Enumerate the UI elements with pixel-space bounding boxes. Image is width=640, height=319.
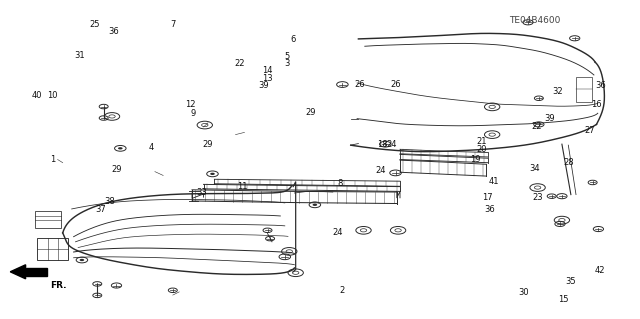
Text: 24: 24 [376, 166, 386, 175]
Circle shape [79, 259, 84, 261]
Text: 26: 26 [390, 80, 401, 89]
Text: 23: 23 [532, 193, 543, 202]
Text: 24: 24 [333, 228, 343, 237]
Text: TE04B4600: TE04B4600 [509, 16, 560, 25]
Text: 10: 10 [47, 91, 58, 100]
Text: 18: 18 [378, 140, 388, 149]
Text: FR.: FR. [50, 281, 67, 290]
Text: 30: 30 [518, 288, 529, 297]
Text: 1: 1 [50, 155, 55, 164]
Text: 34: 34 [529, 164, 540, 173]
Text: 7: 7 [170, 20, 175, 29]
Text: 36: 36 [595, 81, 605, 90]
Text: 22: 22 [531, 122, 541, 131]
Text: 36: 36 [484, 205, 495, 214]
Circle shape [118, 147, 123, 150]
Text: 4: 4 [149, 143, 154, 152]
Text: 28: 28 [563, 158, 573, 167]
Text: 26: 26 [355, 80, 365, 89]
Text: 37: 37 [96, 205, 106, 214]
Text: 39: 39 [259, 81, 269, 90]
Text: 25: 25 [90, 20, 100, 29]
Text: 14: 14 [262, 66, 273, 75]
Text: 29: 29 [111, 165, 122, 174]
Text: 5: 5 [284, 52, 289, 61]
Text: 39: 39 [544, 114, 554, 123]
Circle shape [210, 173, 215, 175]
Bar [37, 238, 68, 260]
Text: 8: 8 [338, 179, 343, 188]
Text: 41: 41 [489, 177, 499, 186]
Text: 31: 31 [75, 51, 85, 60]
Text: 16: 16 [591, 100, 602, 109]
Text: 17: 17 [483, 193, 493, 202]
Text: 20: 20 [476, 145, 486, 154]
Text: 2: 2 [340, 286, 345, 295]
Text: 36: 36 [109, 27, 119, 36]
Text: 11: 11 [237, 182, 247, 191]
Text: 42: 42 [595, 266, 605, 275]
Text: 33: 33 [196, 188, 207, 197]
Polygon shape [10, 265, 26, 279]
Bar [576, 77, 592, 102]
Text: 13: 13 [262, 74, 273, 83]
Text: 6: 6 [291, 35, 296, 44]
Bar [35, 211, 61, 228]
Polygon shape [26, 268, 47, 276]
Text: 19: 19 [470, 155, 480, 164]
Text: 40: 40 [32, 91, 42, 100]
Circle shape [312, 204, 317, 206]
Text: 29: 29 [305, 108, 316, 117]
Text: 3: 3 [284, 59, 289, 68]
Text: 29: 29 [203, 140, 213, 149]
Text: 9: 9 [191, 109, 196, 118]
Text: 38: 38 [105, 197, 115, 206]
Text: 22: 22 [235, 59, 245, 68]
Text: 27: 27 [585, 126, 595, 135]
Text: 12: 12 [186, 100, 196, 109]
Text: 24: 24 [387, 140, 397, 149]
Text: 35: 35 [566, 277, 576, 286]
Text: 32: 32 [553, 87, 563, 96]
Text: 15: 15 [558, 295, 568, 304]
Text: 21: 21 [476, 137, 486, 146]
